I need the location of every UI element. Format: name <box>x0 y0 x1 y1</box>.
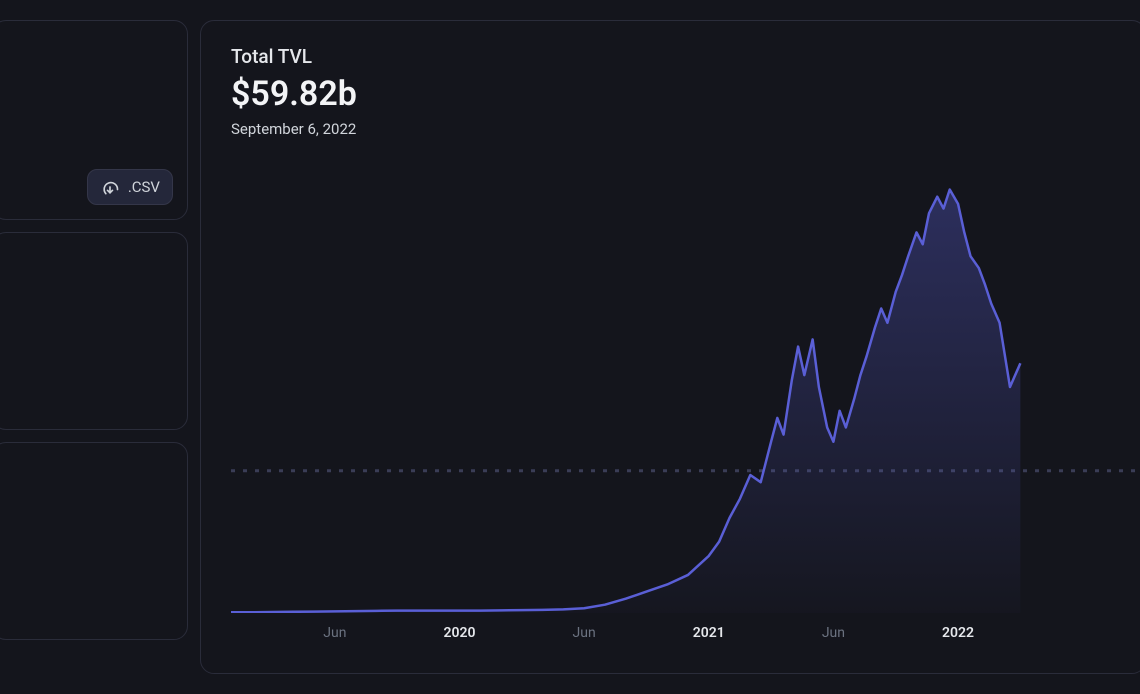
x-tick: Jun <box>323 625 346 641</box>
download-icon <box>100 177 120 197</box>
x-tick: 2022 <box>942 625 974 641</box>
side-panel-1: .CSV <box>0 20 188 220</box>
chart-value: $59.82b <box>231 74 1140 114</box>
chart-date: September 6, 2022 <box>231 120 1140 138</box>
dashboard-layout: .CSV Total TVL $59.82b September 6, 2022… <box>0 0 1140 694</box>
left-column: .CSV <box>0 20 188 674</box>
tvl-chart-panel: Total TVL $59.82b September 6, 2022 Jun 2… <box>200 20 1140 674</box>
x-tick: Jun <box>822 625 845 641</box>
side-panel-2 <box>0 232 188 430</box>
side-panel-3 <box>0 442 188 640</box>
chart-header: Total TVL $59.82b September 6, 2022 <box>231 45 1140 138</box>
x-tick: 2021 <box>693 625 725 641</box>
x-tick: 2020 <box>444 625 476 641</box>
chart-x-axis: Jun 2020 Jun 2021 Jun 2022 <box>231 625 1140 649</box>
csv-label: .CSV <box>128 178 160 196</box>
chart-area[interactable] <box>231 161 1140 613</box>
download-csv-button[interactable]: .CSV <box>87 169 173 205</box>
chart-title: Total TVL <box>231 45 1140 68</box>
x-tick: Jun <box>573 625 596 641</box>
